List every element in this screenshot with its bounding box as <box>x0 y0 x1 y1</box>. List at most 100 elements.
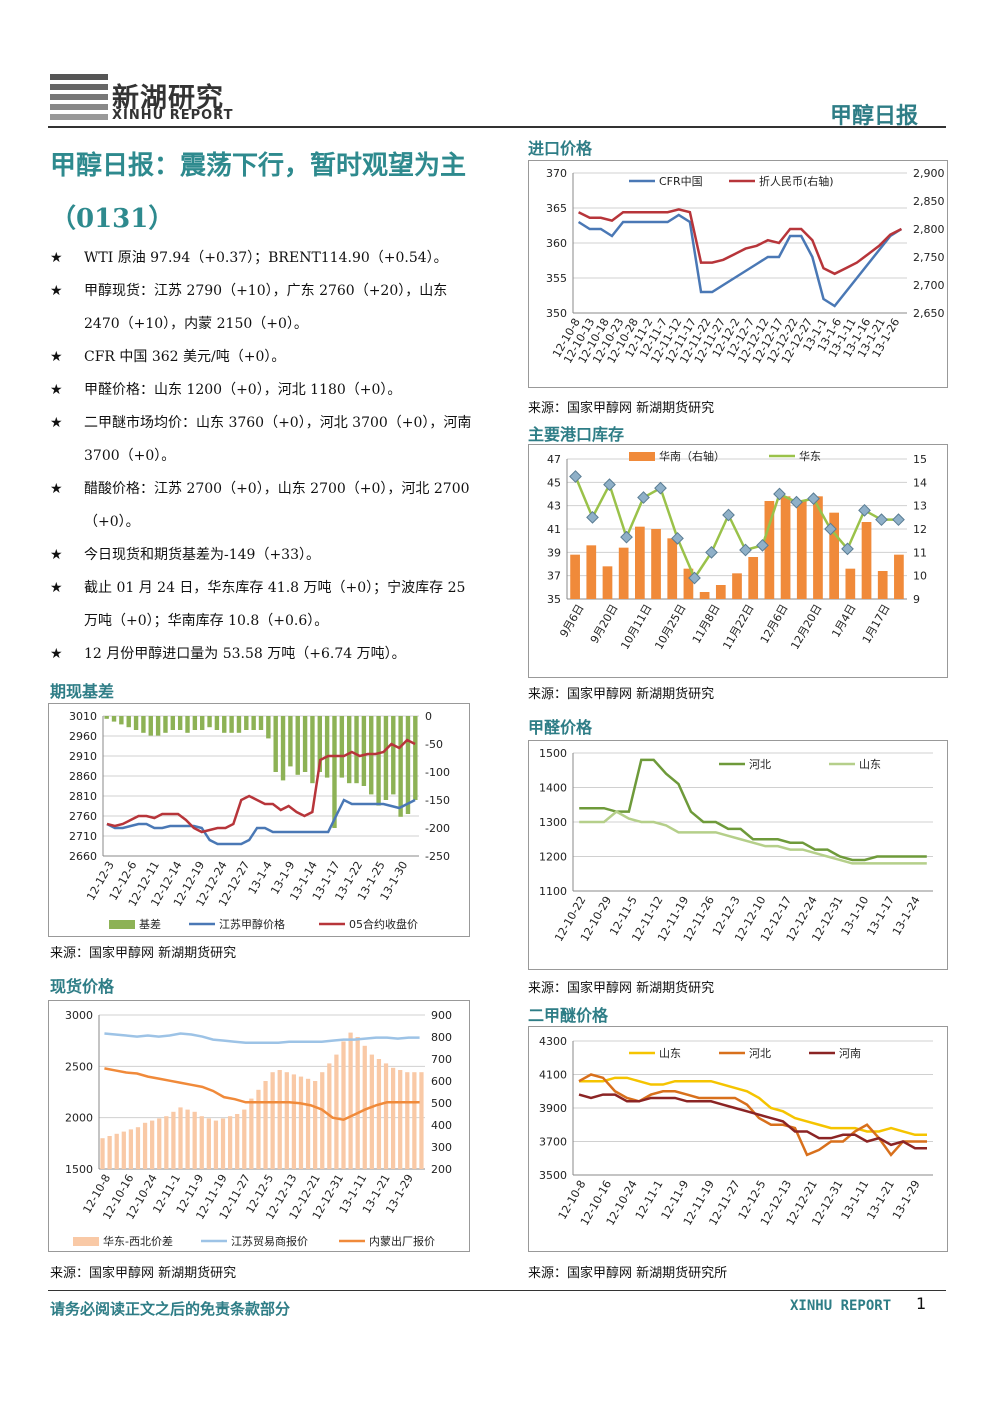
bar <box>383 716 389 800</box>
legend-swatch <box>629 452 655 461</box>
bar <box>178 1107 183 1169</box>
y2-tick-label: 600 <box>431 1075 452 1088</box>
y-tick-label: 2910 <box>69 750 97 763</box>
bar <box>213 1120 219 1169</box>
bar <box>780 496 791 599</box>
x-tick-label: 10月25日 <box>652 602 688 652</box>
y2-tick-label: 2,800 <box>913 223 945 236</box>
y-tick-label: 1400 <box>539 782 567 795</box>
y-tick-label: 2710 <box>69 830 97 843</box>
bar <box>877 571 888 599</box>
bar <box>310 716 315 784</box>
bar <box>249 1098 254 1169</box>
bar <box>618 547 629 599</box>
bar <box>317 716 322 772</box>
series-line <box>577 213 903 308</box>
data-point <box>824 522 837 536</box>
bar <box>405 1072 410 1169</box>
bar <box>135 1127 141 1169</box>
chart-formaldehyde: 1100 1200 1300 1400 1500 12-10-22 12-10-29 12-1… <box>528 740 948 970</box>
bar <box>405 716 411 814</box>
bar <box>280 716 286 781</box>
y-tick-label: 3900 <box>539 1102 567 1115</box>
bar <box>207 716 212 728</box>
bar <box>305 1078 311 1169</box>
data-point <box>586 510 599 524</box>
bullet-text: CFR 中国 362 美元/吨（+0）。 <box>84 349 286 365</box>
bullet-text: 甲醛价格：山东 1200（+0），河北 1180（+0）。 <box>84 382 402 398</box>
y-tick-label: 365 <box>546 202 567 215</box>
source-basis: 来源：国家甲醇网 新湖期货研究 <box>50 946 237 961</box>
x-tick-label: 9月6日 <box>557 602 586 640</box>
legend-label: 河北 <box>749 758 771 771</box>
bar <box>185 716 190 733</box>
y-tick-label: 1200 <box>539 851 567 864</box>
bar <box>214 716 220 730</box>
bullet-item: ★ 今日现货和期货基差为-149（+33）。 <box>50 539 482 572</box>
legend-label: 江苏甲醇价格 <box>219 917 285 931</box>
footer-disclaimer: 请务必阅读正文之后的免责条款部分 <box>50 1300 291 1318</box>
y2-tick-label: 13 <box>913 500 927 513</box>
data-point <box>807 492 820 506</box>
bar <box>391 716 396 795</box>
bar <box>829 512 839 599</box>
star-icon: ★ <box>50 547 63 563</box>
star-icon: ★ <box>50 382 63 398</box>
y-tick-label: 1500 <box>65 1163 93 1176</box>
y-tick-label: 360 <box>546 237 567 250</box>
data-point <box>569 470 582 483</box>
y2-tick-label: -200 <box>425 822 450 835</box>
section-spot: 现货价格 <box>50 977 115 996</box>
bar <box>354 716 359 784</box>
star-icon: ★ <box>50 580 63 596</box>
bar <box>346 716 352 784</box>
bar <box>227 1116 233 1169</box>
bar <box>235 1114 240 1169</box>
y-tick-label: 2960 <box>69 730 97 743</box>
chart-dme-svg: 3500370039004100430012-10-812-10-1612-10… <box>539 1035 933 1228</box>
y2-tick-label: 10 <box>913 570 927 583</box>
y2-tick-label: 400 <box>431 1119 452 1132</box>
chart-dme: 3500 3700 3900 4100 4300 12-10-8 12-10-16 12-10… <box>528 1026 948 1252</box>
bar <box>270 1072 275 1169</box>
data-point <box>637 491 650 504</box>
x-tick-label: 10月11日 <box>618 602 654 652</box>
y-tick-label: 37 <box>547 570 561 583</box>
bar <box>570 554 580 599</box>
y2-tick-label: 2,750 <box>913 251 945 264</box>
bar <box>894 554 904 599</box>
bar <box>288 716 293 767</box>
source-dme: 来源：国家甲醇网 新湖期货研究所 <box>528 1266 728 1281</box>
bar <box>141 716 146 733</box>
bullet-text: 今日现货和期货基差为-149（+33）。 <box>84 547 320 563</box>
logo-text-en: XINHU REPORT <box>112 108 234 123</box>
series-line <box>578 1093 927 1150</box>
source-spot: 来源：国家甲醇网 新湖期货研究 <box>50 1266 237 1281</box>
bar <box>111 716 117 722</box>
y-tick-label: 39 <box>547 546 561 559</box>
x-tick-label: 12月6日 <box>758 602 791 646</box>
bar <box>220 1118 226 1169</box>
y-tick-label: 1300 <box>539 816 567 829</box>
bar <box>412 1072 417 1169</box>
bar <box>699 592 710 599</box>
y2-tick-label: -150 <box>425 794 450 807</box>
bar <box>199 1116 204 1169</box>
page-title: 甲醇日报：震荡下行，暂时观望为主（0131） <box>50 151 467 234</box>
y2-tick-label: 2,900 <box>913 167 945 180</box>
data-point <box>858 503 871 517</box>
bar <box>185 1109 190 1169</box>
bar <box>100 1138 105 1169</box>
bullet-text: 醋酸价格：江苏 2700（+0），山东 2700（+0），河北 2700（+0）… <box>84 481 470 530</box>
y2-tick-label: 11 <box>913 546 927 559</box>
bar <box>324 716 330 778</box>
series-line <box>578 208 902 276</box>
chart-stock-svg: 35 37 39 41 43 45 47 9 10 11 12 13 14 15 9月6日 9月20日10月1… <box>547 449 927 652</box>
bar <box>258 716 264 730</box>
section-basis: 期现基差 <box>50 682 115 701</box>
y2-tick-label: 2,650 <box>913 307 945 320</box>
bar <box>236 716 242 733</box>
bar <box>192 1111 197 1169</box>
legend-label: 河南 <box>839 1047 861 1060</box>
source-stock: 来源：国家甲醇网 新湖期货研究 <box>528 687 715 702</box>
